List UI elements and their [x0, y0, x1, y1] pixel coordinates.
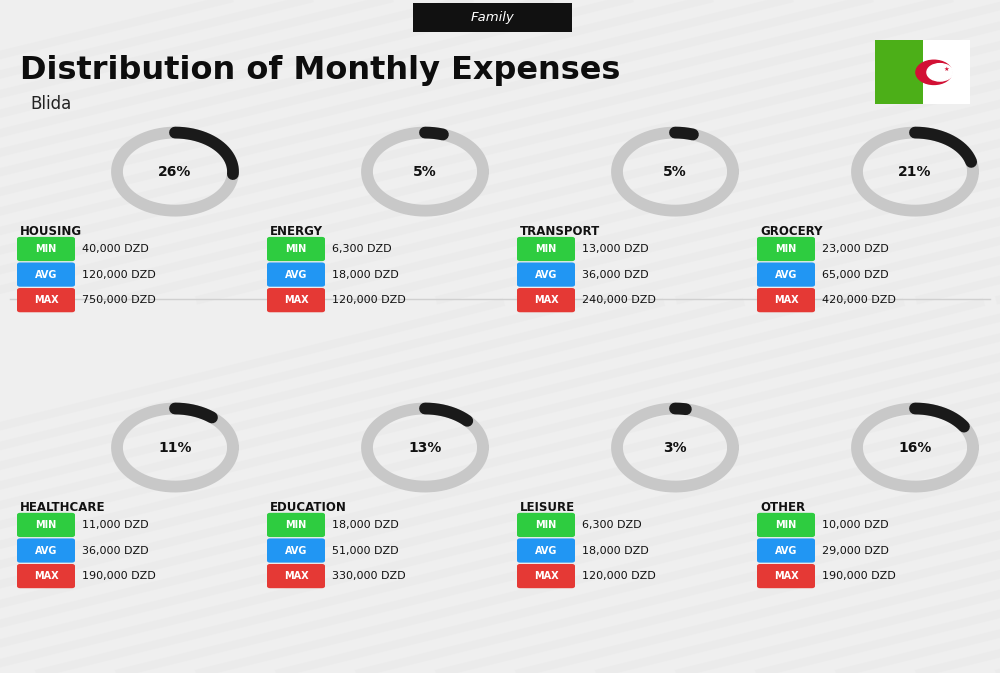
Text: 21%: 21%: [898, 165, 932, 178]
FancyBboxPatch shape: [517, 237, 575, 261]
Text: 190,000 DZD: 190,000 DZD: [82, 571, 156, 581]
Text: MAX: MAX: [534, 571, 558, 581]
FancyBboxPatch shape: [17, 237, 75, 261]
Circle shape: [927, 64, 953, 81]
FancyBboxPatch shape: [757, 237, 815, 261]
Text: AVG: AVG: [775, 270, 797, 279]
Text: 5%: 5%: [413, 165, 437, 178]
Text: 420,000 DZD: 420,000 DZD: [822, 295, 896, 305]
Text: LEISURE: LEISURE: [520, 501, 575, 514]
Text: MIN: MIN: [35, 244, 57, 254]
Text: 36,000 DZD: 36,000 DZD: [82, 546, 149, 555]
Text: 40,000 DZD: 40,000 DZD: [82, 244, 149, 254]
FancyBboxPatch shape: [267, 513, 325, 537]
Text: AVG: AVG: [535, 270, 557, 279]
Text: 51,000 DZD: 51,000 DZD: [332, 546, 399, 555]
Text: 13%: 13%: [408, 441, 442, 454]
Text: MIN: MIN: [535, 244, 557, 254]
FancyBboxPatch shape: [757, 538, 815, 563]
Text: 330,000 DZD: 330,000 DZD: [332, 571, 406, 581]
Text: MIN: MIN: [35, 520, 57, 530]
Text: 18,000 DZD: 18,000 DZD: [332, 270, 399, 279]
Text: 120,000 DZD: 120,000 DZD: [582, 571, 656, 581]
FancyBboxPatch shape: [757, 564, 815, 588]
Text: MAX: MAX: [34, 295, 58, 305]
Circle shape: [916, 61, 952, 85]
Text: 26%: 26%: [158, 165, 192, 178]
FancyBboxPatch shape: [922, 40, 970, 104]
FancyBboxPatch shape: [757, 288, 815, 312]
Text: AVG: AVG: [35, 270, 57, 279]
Text: ENERGY: ENERGY: [270, 225, 323, 238]
Text: MIN: MIN: [535, 520, 557, 530]
Text: MAX: MAX: [774, 571, 798, 581]
Text: HOUSING: HOUSING: [20, 225, 82, 238]
FancyBboxPatch shape: [267, 262, 325, 287]
Text: 3%: 3%: [663, 441, 687, 454]
Text: 120,000 DZD: 120,000 DZD: [82, 270, 156, 279]
Text: 120,000 DZD: 120,000 DZD: [332, 295, 406, 305]
FancyBboxPatch shape: [17, 538, 75, 563]
Text: AVG: AVG: [775, 546, 797, 555]
FancyBboxPatch shape: [17, 513, 75, 537]
Text: 6,300 DZD: 6,300 DZD: [332, 244, 392, 254]
FancyBboxPatch shape: [267, 564, 325, 588]
FancyBboxPatch shape: [17, 262, 75, 287]
Text: 190,000 DZD: 190,000 DZD: [822, 571, 896, 581]
FancyBboxPatch shape: [517, 538, 575, 563]
Text: Family: Family: [471, 11, 514, 24]
Text: 10,000 DZD: 10,000 DZD: [822, 520, 889, 530]
Text: 18,000 DZD: 18,000 DZD: [332, 520, 399, 530]
Text: MAX: MAX: [774, 295, 798, 305]
Text: HEALTHCARE: HEALTHCARE: [20, 501, 106, 514]
Text: 6,300 DZD: 6,300 DZD: [582, 520, 642, 530]
FancyBboxPatch shape: [757, 262, 815, 287]
FancyBboxPatch shape: [517, 513, 575, 537]
Text: 13,000 DZD: 13,000 DZD: [582, 244, 649, 254]
Text: Blida: Blida: [30, 96, 71, 113]
FancyBboxPatch shape: [267, 538, 325, 563]
Text: MIN: MIN: [285, 244, 307, 254]
Text: MAX: MAX: [284, 571, 308, 581]
Text: MAX: MAX: [534, 295, 558, 305]
Text: 36,000 DZD: 36,000 DZD: [582, 270, 649, 279]
FancyBboxPatch shape: [875, 40, 922, 104]
Text: Distribution of Monthly Expenses: Distribution of Monthly Expenses: [20, 55, 620, 86]
Text: 5%: 5%: [663, 165, 687, 178]
FancyBboxPatch shape: [517, 564, 575, 588]
Text: 11,000 DZD: 11,000 DZD: [82, 520, 149, 530]
Text: 29,000 DZD: 29,000 DZD: [822, 546, 889, 555]
FancyBboxPatch shape: [267, 237, 325, 261]
FancyBboxPatch shape: [757, 513, 815, 537]
FancyBboxPatch shape: [517, 288, 575, 312]
Text: GROCERY: GROCERY: [760, 225, 822, 238]
FancyBboxPatch shape: [267, 288, 325, 312]
Text: 16%: 16%: [898, 441, 932, 454]
Text: OTHER: OTHER: [760, 501, 805, 514]
FancyBboxPatch shape: [517, 262, 575, 287]
Text: AVG: AVG: [35, 546, 57, 555]
Text: AVG: AVG: [285, 546, 307, 555]
Text: 23,000 DZD: 23,000 DZD: [822, 244, 889, 254]
Text: MIN: MIN: [775, 244, 797, 254]
FancyBboxPatch shape: [17, 564, 75, 588]
Text: 750,000 DZD: 750,000 DZD: [82, 295, 156, 305]
Text: AVG: AVG: [535, 546, 557, 555]
Text: MIN: MIN: [775, 520, 797, 530]
Text: MIN: MIN: [285, 520, 307, 530]
Text: 65,000 DZD: 65,000 DZD: [822, 270, 889, 279]
Text: EDUCATION: EDUCATION: [270, 501, 347, 514]
Text: AVG: AVG: [285, 270, 307, 279]
Text: 11%: 11%: [158, 441, 192, 454]
FancyBboxPatch shape: [17, 288, 75, 312]
Text: TRANSPORT: TRANSPORT: [520, 225, 600, 238]
Text: 240,000 DZD: 240,000 DZD: [582, 295, 656, 305]
Text: 18,000 DZD: 18,000 DZD: [582, 546, 649, 555]
Text: MAX: MAX: [284, 295, 308, 305]
FancyBboxPatch shape: [413, 3, 572, 32]
Text: MAX: MAX: [34, 571, 58, 581]
Text: ★: ★: [943, 67, 949, 71]
